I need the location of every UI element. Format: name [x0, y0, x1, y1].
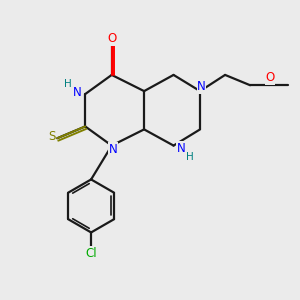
Text: N: N	[176, 142, 185, 155]
Text: N: N	[197, 80, 206, 93]
Text: N: N	[73, 86, 81, 99]
Text: O: O	[265, 71, 274, 84]
Text: N: N	[109, 142, 118, 156]
Text: H: H	[64, 79, 71, 89]
Text: O: O	[107, 32, 116, 45]
Text: Cl: Cl	[85, 247, 97, 260]
Text: H: H	[186, 152, 194, 162]
Text: S: S	[48, 130, 56, 143]
